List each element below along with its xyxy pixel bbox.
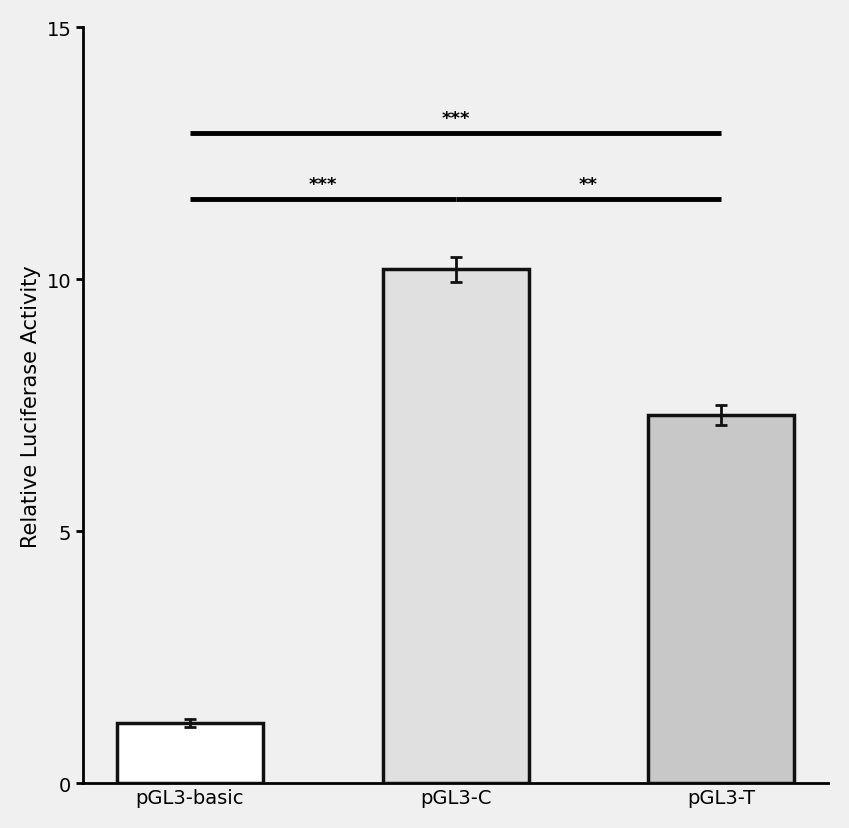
Bar <box>117 723 263 783</box>
Text: **: ** <box>579 176 598 194</box>
Bar <box>383 270 529 783</box>
Text: ***: *** <box>308 176 337 194</box>
Bar <box>648 416 795 783</box>
Text: ***: *** <box>441 110 469 128</box>
Y-axis label: Relative Luciferase Activity: Relative Luciferase Activity <box>21 265 41 547</box>
